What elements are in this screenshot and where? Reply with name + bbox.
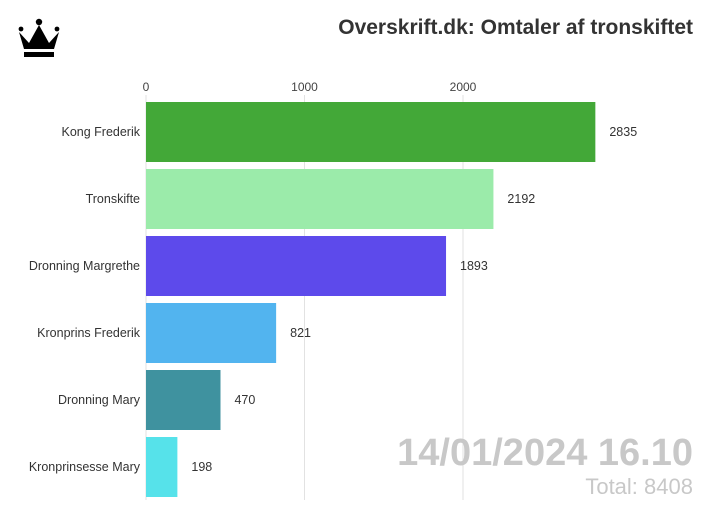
value-label: 2192 — [507, 192, 535, 206]
category-label: Kong Frederik — [61, 125, 140, 139]
bar — [146, 169, 494, 229]
bar — [146, 102, 596, 162]
x-tick-label: 2000 — [450, 80, 477, 94]
x-tick-label: 0 — [143, 80, 150, 94]
total-readout: Total: 8408 — [585, 474, 693, 500]
category-label: Dronning Margrethe — [29, 259, 140, 273]
value-label: 2835 — [609, 125, 637, 139]
category-label: Dronning Mary — [58, 393, 141, 407]
category-label: Tronskifte — [86, 192, 140, 206]
value-label: 198 — [191, 460, 212, 474]
value-label: 821 — [290, 326, 311, 340]
category-label: Kronprinsesse Mary — [29, 460, 141, 474]
total-value: 8408 — [644, 474, 693, 499]
bar — [146, 437, 178, 497]
value-label: 1893 — [460, 259, 488, 273]
bar — [146, 370, 221, 430]
value-label: 470 — [234, 393, 255, 407]
bar — [146, 236, 447, 296]
x-tick-label: 1000 — [291, 80, 318, 94]
bar — [146, 303, 277, 363]
chart-title: Overskrift.dk: Omtaler af tronskiftet — [338, 16, 693, 39]
date-stamp: 14/01/2024 16.10 — [397, 432, 693, 474]
total-label: Total: — [585, 474, 638, 499]
category-label: Kronprins Frederik — [37, 326, 141, 340]
crown-icon — [18, 18, 60, 57]
